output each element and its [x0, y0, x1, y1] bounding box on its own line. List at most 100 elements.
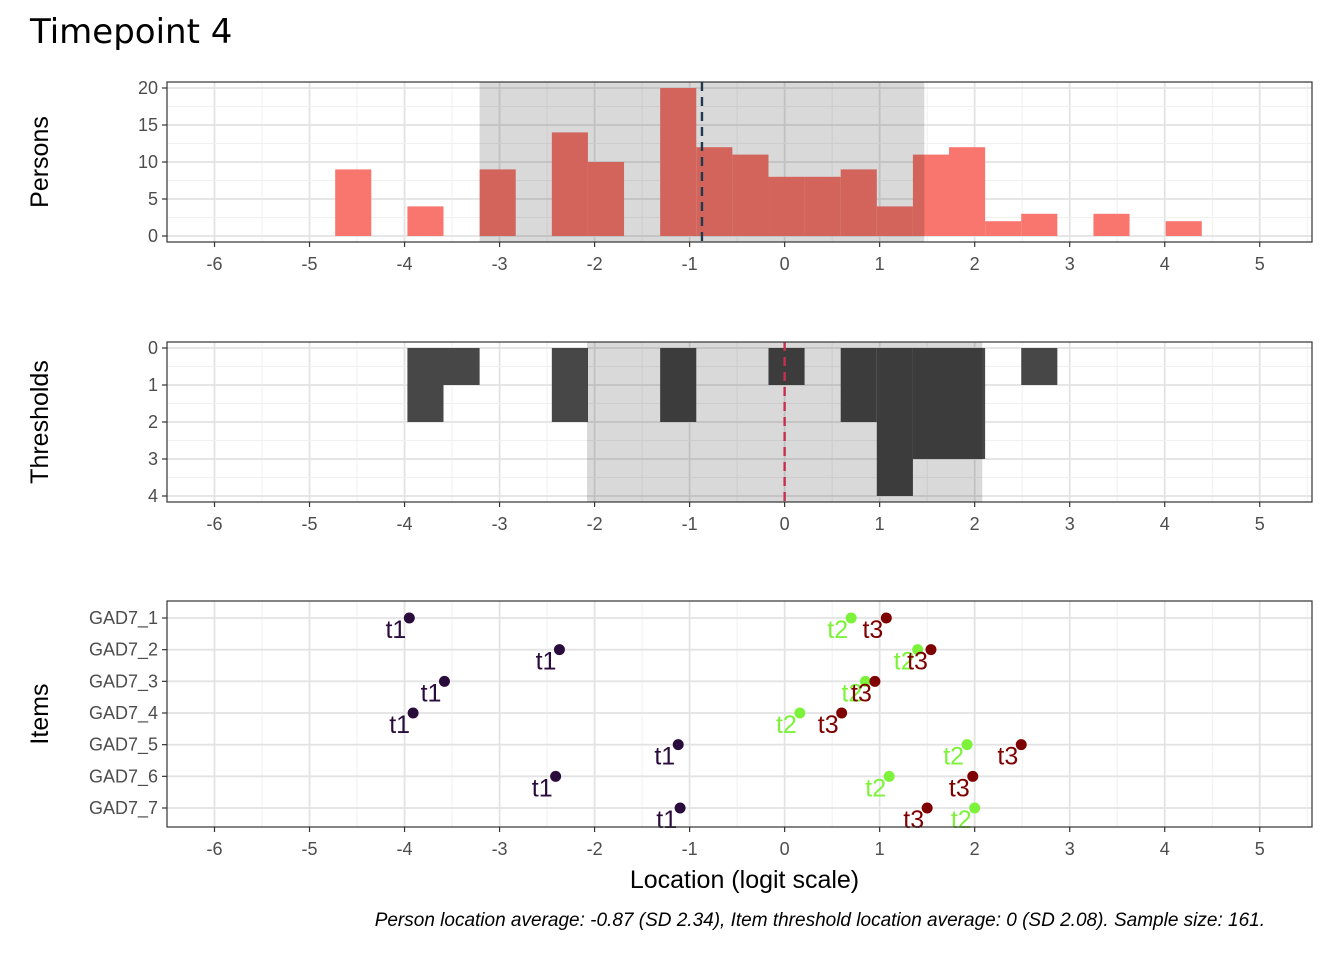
threshold-label-t2: t2: [842, 679, 863, 707]
threshold-point-t3: [921, 802, 933, 814]
x-tick-label: 4: [1160, 514, 1170, 534]
threshold-point-t1: [553, 644, 565, 656]
threshold-point-t2: [969, 802, 981, 814]
y-tick-label: 5: [148, 189, 158, 209]
x-tick-label: 4: [1160, 254, 1170, 274]
threshold-label-t3: t3: [907, 648, 928, 676]
x-tick-label: 1: [875, 839, 885, 859]
threshold-label-t3: t3: [862, 616, 883, 644]
x-tick-label: 1: [875, 254, 885, 274]
y-tick-label: 20: [138, 78, 158, 98]
threshold-point-t1: [438, 675, 450, 687]
item-label: GAD7_6: [89, 766, 158, 787]
x-axis-title: Location (logit scale): [630, 866, 859, 894]
x-tick-label: 0: [780, 254, 790, 274]
threshold-label-t3: t3: [851, 679, 872, 707]
threshold-label-t3: t3: [818, 711, 839, 739]
threshold-label-t1: t1: [656, 806, 677, 834]
x-tick-label: -4: [397, 514, 413, 534]
x-tick-label: -3: [492, 254, 508, 274]
x-tick-label: -1: [682, 514, 698, 534]
threshold-label-t2: t2: [951, 806, 972, 834]
persons-bar: [1021, 213, 1058, 236]
x-tick-label: -4: [397, 254, 413, 274]
x-tick-label: -5: [302, 254, 318, 274]
persons-bar: [840, 169, 877, 236]
x-tick-label: 3: [1065, 254, 1075, 274]
thresholds-y-axis-title: Thresholds: [26, 360, 54, 484]
threshold-point-t1: [407, 707, 419, 719]
threshold-label-t1: t1: [385, 616, 406, 644]
persons-bar: [732, 154, 769, 236]
persons-bar: [1165, 221, 1202, 236]
item-label: GAD7_7: [89, 798, 158, 819]
thresholds-bar: [407, 348, 444, 422]
persons-y-axis-title: Persons: [26, 116, 54, 208]
persons-bar: [804, 176, 841, 236]
x-tick-label: 4: [1160, 839, 1170, 859]
items-y-axis-title: Items: [26, 683, 54, 744]
threshold-label-t3: t3: [949, 774, 970, 802]
thresholds-bar: [1021, 348, 1058, 385]
x-tick-label: -3: [492, 514, 508, 534]
threshold-point-t2: [912, 644, 924, 656]
threshold-label-t2: t2: [894, 648, 915, 676]
persons-bars: [335, 88, 1202, 236]
threshold-point-t3: [869, 675, 881, 687]
item-label: GAD7_2: [89, 640, 158, 661]
threshold-label-t1: t1: [421, 679, 442, 707]
thresholds-bar: [660, 348, 697, 422]
threshold-label-t2: t2: [827, 616, 848, 644]
persons-bar: [985, 221, 1022, 236]
x-tick-label: -2: [587, 254, 603, 274]
x-tick-label: 3: [1065, 514, 1075, 534]
item-label: GAD7_3: [89, 671, 158, 692]
persons-bar: [335, 169, 372, 236]
threshold-point-t2: [883, 770, 895, 782]
persons-bar: [912, 154, 950, 236]
x-tick-label: -1: [682, 839, 698, 859]
persons-bar: [479, 169, 516, 236]
y-tick-label: 15: [138, 115, 158, 135]
thresholds-bar: [876, 348, 913, 496]
item-label: GAD7_1: [89, 608, 158, 629]
threshold-point-t1: [550, 770, 562, 782]
threshold-label-t2: t2: [776, 711, 797, 739]
threshold-point-t3: [836, 707, 848, 719]
x-tick-label: 5: [1255, 839, 1265, 859]
threshold-point-t3: [1015, 739, 1027, 751]
threshold-point-t2: [961, 739, 973, 751]
y-tick-label: 2: [148, 412, 158, 432]
threshold-point-t1: [403, 612, 415, 624]
persons-bar: [660, 88, 697, 236]
x-tick-label: 1: [875, 514, 885, 534]
persons-bar: [876, 206, 913, 236]
caption: Person location average: -0.87 (SD 2.34)…: [375, 910, 1265, 931]
chart-title: Timepoint 4: [29, 12, 232, 52]
y-tick-label: 4: [148, 486, 158, 506]
thresholds-panel-border: [166, 341, 1313, 503]
x-tick-label: -3: [492, 839, 508, 859]
threshold-point-t3: [967, 770, 979, 782]
threshold-point-t3: [925, 644, 937, 656]
x-tick-label: -5: [302, 514, 318, 534]
threshold-label-t1: t1: [654, 743, 675, 771]
thresholds-bar: [840, 348, 877, 422]
x-tick-label: -1: [682, 254, 698, 274]
x-tick-label: 5: [1255, 514, 1265, 534]
thresholds-bars: [407, 348, 1058, 496]
y-tick-label: 0: [148, 338, 158, 358]
threshold-label-t2: t2: [865, 774, 886, 802]
x-tick-label: -5: [302, 839, 318, 859]
threshold-label-t2: t2: [943, 743, 964, 771]
threshold-label-t1: t1: [389, 711, 410, 739]
items-panel-background: [167, 601, 1312, 827]
threshold-label-t3: t3: [903, 806, 924, 834]
item-label: GAD7_5: [89, 735, 158, 756]
x-tick-label: -2: [587, 839, 603, 859]
items-grid: [166, 601, 1312, 827]
item-label: GAD7_4: [89, 703, 158, 724]
thresholds-bar: [768, 348, 805, 385]
thresholds-bar: [443, 348, 480, 385]
